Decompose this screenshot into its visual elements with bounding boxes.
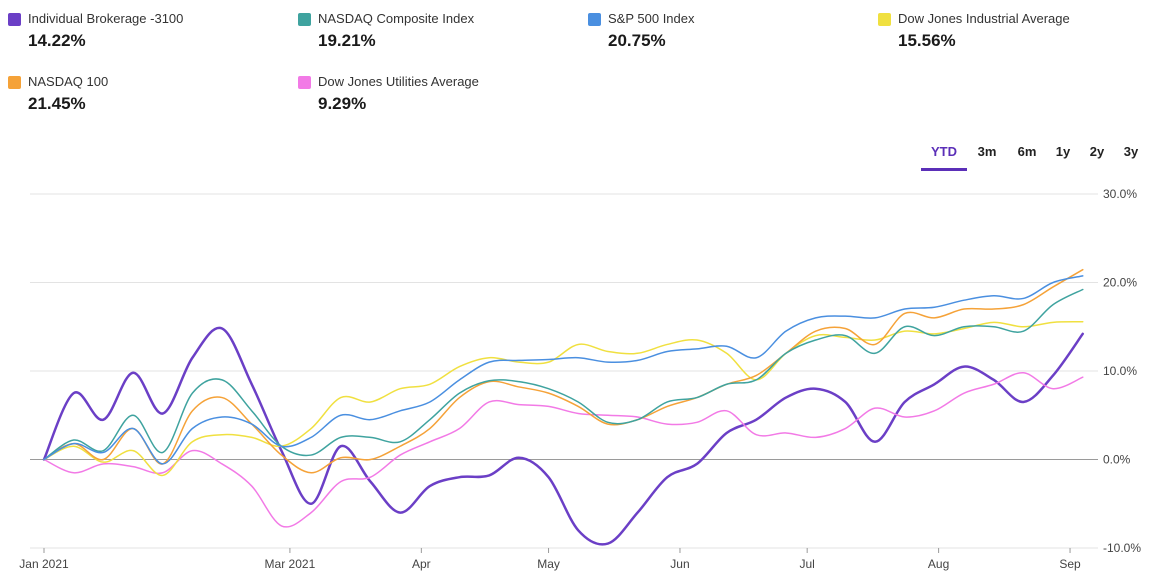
legend-value: 20.75% bbox=[608, 31, 666, 50]
x-tick-label: Aug bbox=[928, 557, 949, 571]
series-line-dow-jones-industrial-average bbox=[43, 321, 1084, 477]
legend-swatch bbox=[878, 12, 891, 26]
legend-value: 14.22% bbox=[28, 31, 86, 50]
legend-value: 21.45% bbox=[28, 94, 86, 113]
legend-value: 19.21% bbox=[318, 31, 376, 50]
tab-6m[interactable]: 6m bbox=[1017, 144, 1037, 159]
legend-item-sp500[interactable]: S&P 500 Index 20.75% bbox=[588, 11, 695, 51]
chart-grid bbox=[30, 193, 1098, 549]
series-line-nasdaq-composite-index bbox=[43, 288, 1084, 461]
legend-value: 15.56% bbox=[898, 31, 956, 50]
x-tick-label: May bbox=[537, 557, 560, 571]
chart-series bbox=[42, 268, 1085, 546]
tab-1y[interactable]: 1y bbox=[1055, 144, 1071, 159]
range-tabs: YTD 3m 6m 1y 2y 3y bbox=[921, 144, 1141, 171]
chart-axes: 30.0% 20.0% 10.0% 0.0% -10.0% Jan 2021 Mar 202… bbox=[19, 187, 1141, 571]
legend-label: Individual Brokerage -3100 bbox=[28, 11, 184, 26]
y-tick-label: 20.0% bbox=[1103, 276, 1137, 290]
x-tick-label: Jan 2021 bbox=[19, 557, 69, 571]
legend-swatch bbox=[298, 12, 311, 26]
y-tick-label: 30.0% bbox=[1103, 187, 1137, 201]
y-tick-label: 0.0% bbox=[1103, 453, 1131, 467]
tab-3y[interactable]: 3y bbox=[1123, 144, 1139, 159]
legend-item-dow-jones-industrial[interactable]: Dow Jones Industrial Average 15.56% bbox=[878, 11, 1070, 51]
legend-label: Dow Jones Industrial Average bbox=[898, 11, 1070, 26]
legend-label: NASDAQ Composite Index bbox=[318, 11, 475, 26]
series-line-dow-jones-utilities-average bbox=[43, 372, 1084, 528]
series-line-individual-brokerage-3100 bbox=[42, 326, 1085, 546]
legend-label: NASDAQ 100 bbox=[28, 74, 109, 89]
tab-ytd[interactable]: YTD bbox=[921, 144, 967, 171]
legend-value: 9.29% bbox=[318, 94, 367, 113]
y-tick-label: 10.0% bbox=[1103, 364, 1137, 378]
legend-swatch bbox=[298, 75, 311, 89]
legend-label: Dow Jones Utilities Average bbox=[318, 74, 479, 89]
tab-3m[interactable]: 3m bbox=[977, 144, 997, 159]
legend-item-dow-jones-utilities[interactable]: Dow Jones Utilities Average 9.29% bbox=[298, 74, 479, 114]
x-tick-label: Sep bbox=[1059, 557, 1081, 571]
legend-swatch bbox=[8, 75, 21, 89]
x-tick-label: Apr bbox=[412, 557, 431, 571]
x-tick-label: Jun bbox=[670, 557, 689, 571]
legend-item-nasdaq-composite[interactable]: NASDAQ Composite Index 19.21% bbox=[298, 11, 474, 51]
x-tick-label: Jul bbox=[799, 557, 814, 571]
legend-swatch bbox=[8, 12, 21, 26]
y-tick-label: -10.0% bbox=[1103, 541, 1141, 555]
legend-label: S&P 500 Index bbox=[608, 11, 695, 26]
x-tick-label: Mar 2021 bbox=[265, 557, 316, 571]
series-line-s-p-500-index bbox=[43, 275, 1084, 465]
legend-item-nasdaq-100[interactable]: NASDAQ 100 21.45% bbox=[8, 74, 108, 114]
legend-swatch bbox=[588, 12, 601, 26]
tab-2y[interactable]: 2y bbox=[1089, 144, 1105, 159]
series-line-nasdaq-100 bbox=[43, 268, 1084, 474]
legend-item-individual-brokerage[interactable]: Individual Brokerage -3100 14.22% bbox=[8, 11, 183, 51]
